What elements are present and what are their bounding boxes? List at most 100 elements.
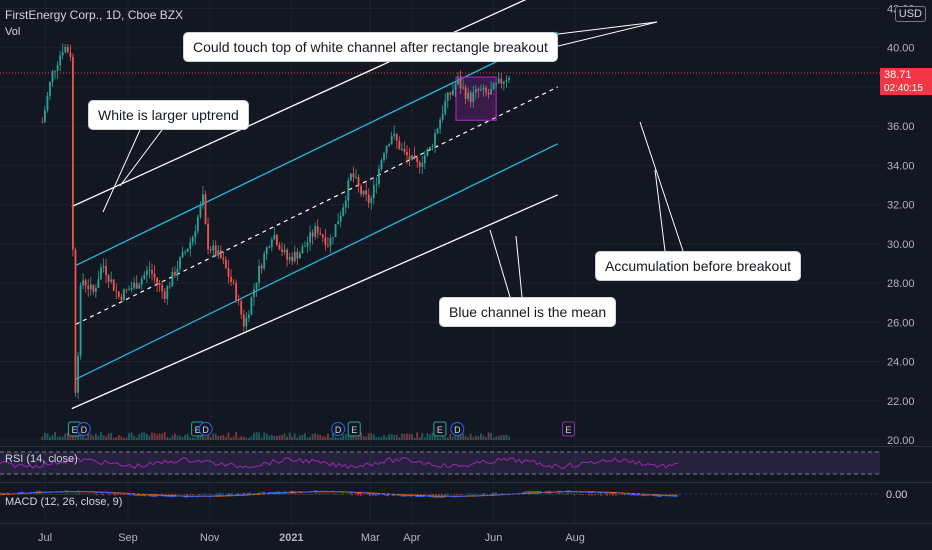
volume-bar — [385, 436, 388, 440]
macd-histogram-bar — [588, 494, 590, 496]
volume-bar — [508, 436, 510, 440]
macd-histogram-bar — [273, 493, 275, 495]
event-marker-box — [561, 421, 575, 437]
volume-bar — [497, 436, 500, 440]
callout-accumulation[interactable]: Accumulation before breakout — [595, 251, 801, 281]
candle-body — [270, 239, 273, 248]
event-marker-circle — [76, 422, 91, 436]
volume-bar — [240, 436, 243, 440]
candle-body — [385, 145, 388, 154]
candle-body — [423, 155, 426, 164]
macd-histogram-bar — [39, 492, 41, 495]
volume-bar — [186, 433, 189, 440]
macd-histogram-bar — [42, 493, 44, 495]
volume-bar — [56, 436, 59, 440]
macd-histogram-bar — [552, 493, 554, 495]
macd-histogram-bar — [594, 494, 596, 496]
candle-body — [163, 291, 166, 299]
macd-histogram-bar — [483, 493, 485, 495]
volume-bar — [214, 433, 217, 440]
currency-badge[interactable]: USD — [894, 6, 926, 22]
macd-histogram-bar — [141, 494, 143, 496]
candle-body — [459, 78, 462, 89]
candle-body — [171, 271, 174, 287]
candle-body — [41, 122, 44, 124]
rsi-band — [0, 452, 880, 474]
y-tick-label: 34.00 — [887, 160, 915, 172]
event-marker-circle — [450, 422, 465, 436]
volume-bar — [168, 437, 171, 440]
candle-body — [168, 286, 171, 288]
macd-histogram-bar — [288, 494, 290, 495]
volume-bar — [151, 432, 153, 440]
volume-bar — [87, 432, 90, 440]
macd-histogram-bar — [357, 494, 359, 496]
macd-histogram-bar — [351, 494, 353, 496]
rsi-label[interactable]: RSI (14, close) — [5, 453, 78, 465]
macd-histogram-bar — [597, 493, 599, 495]
volume-bar — [362, 436, 365, 440]
candle-body — [115, 290, 118, 292]
candle-body — [120, 296, 123, 300]
volume-bar — [153, 433, 156, 440]
volume-bar — [209, 437, 212, 440]
candle-body — [413, 155, 416, 158]
candle-body — [69, 52, 72, 57]
volume-bar — [174, 433, 176, 440]
candle-body — [293, 251, 296, 262]
callout-blue-mean[interactable]: Blue channel is the mean — [439, 297, 617, 327]
volume-bar — [135, 437, 138, 440]
candles — [41, 43, 510, 399]
candle-body — [388, 144, 391, 146]
candle-body — [179, 257, 181, 269]
macd-histogram-bar — [171, 494, 173, 496]
callout-white-channel-top[interactable]: Could touch top of white channel after r… — [183, 32, 558, 62]
candle-body — [337, 221, 340, 225]
volume-bar — [449, 434, 452, 440]
volume-bar — [487, 432, 490, 440]
candle-body — [94, 287, 97, 292]
volume-bar — [472, 437, 475, 440]
volume-bar — [393, 434, 396, 440]
volume-bar — [258, 432, 260, 440]
candle-body — [107, 275, 110, 282]
volume-bar — [334, 436, 337, 440]
x-tick-label: Sep — [118, 532, 138, 544]
event-marker-label: E — [437, 425, 443, 435]
volume-bar — [54, 432, 56, 440]
candle-body — [464, 87, 467, 99]
macd-histogram-bar — [297, 494, 299, 495]
event-marker-circle — [331, 422, 346, 436]
macd-label[interactable]: MACD (12, 26, close, 9) — [5, 496, 123, 508]
candle-body — [485, 87, 487, 93]
macd-histogram-bar — [561, 493, 563, 495]
volume-bar — [140, 432, 143, 440]
callout-white-uptrend[interactable]: White is larger uptrend — [88, 100, 249, 130]
candle-body — [439, 119, 442, 129]
macd-histogram-bar — [213, 493, 215, 495]
volume-bar — [383, 435, 385, 440]
candle-body — [339, 215, 342, 222]
candle-body — [135, 282, 138, 289]
volume-bar — [61, 436, 64, 440]
candle-body — [406, 151, 408, 156]
volume-bar — [349, 436, 352, 440]
volume-bar — [255, 432, 258, 440]
volume-bar — [469, 433, 472, 440]
candle-body — [502, 81, 505, 84]
macd-histogram-bar — [666, 494, 668, 495]
callout-pointer-line — [102, 129, 141, 213]
volume-bar — [423, 437, 426, 440]
candle-body — [253, 289, 255, 298]
volume-bar — [133, 435, 136, 440]
macd-histogram-bar — [477, 494, 479, 495]
volume-bar — [97, 435, 100, 440]
volume-bar — [143, 432, 146, 440]
volume-bar — [260, 437, 263, 440]
symbol-title[interactable]: FirstEnergy Corp., 1D, Cboe BZX — [5, 8, 184, 22]
volume-bar — [92, 435, 95, 440]
macd-histogram-bar — [72, 493, 74, 495]
macd-histogram-bar — [567, 492, 569, 495]
candle-body — [467, 92, 470, 99]
candle-body — [441, 113, 444, 120]
